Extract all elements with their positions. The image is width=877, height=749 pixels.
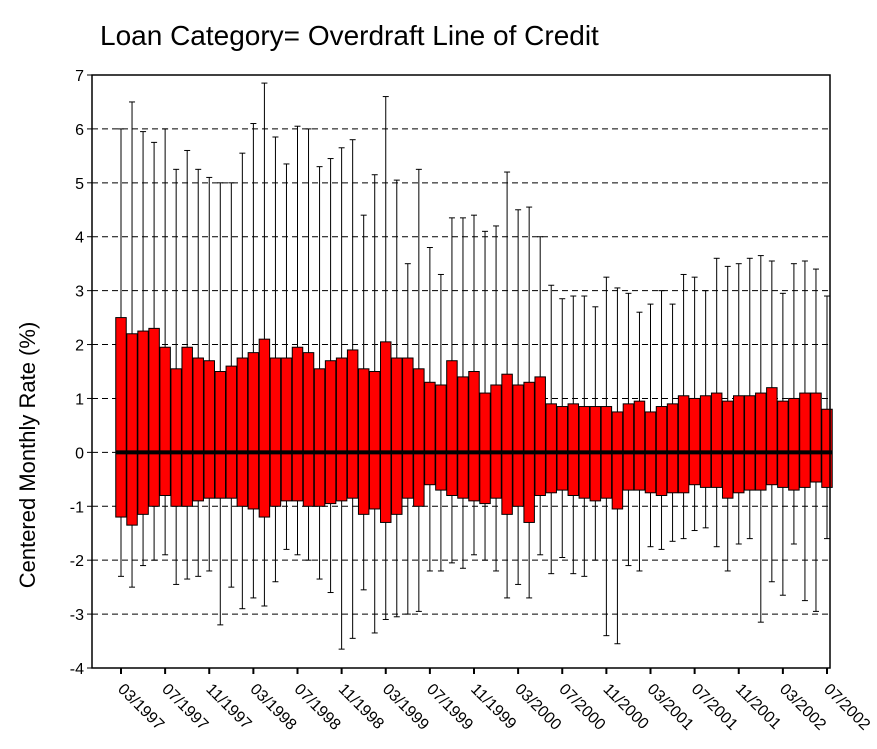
- box: [424, 381, 436, 486]
- box: [247, 352, 260, 510]
- y-tick-label: 6: [75, 122, 84, 139]
- box: [611, 411, 624, 510]
- y-axis-label: Centered Monthly Rate (%): [15, 322, 40, 589]
- box: [302, 352, 315, 507]
- box: [137, 330, 149, 515]
- chart-title: Loan Category= Overdraft Line of Credit: [100, 20, 599, 51]
- box: [457, 376, 469, 499]
- y-tick-label: 2: [75, 338, 84, 355]
- box: [677, 395, 690, 494]
- box: [236, 357, 249, 507]
- x-tick-label: 11/1999: [467, 681, 519, 733]
- x-tick-label: 07/1998: [291, 681, 344, 734]
- box: [721, 400, 734, 499]
- box: [490, 384, 502, 499]
- y-tick-label: 7: [75, 68, 84, 85]
- box: [413, 368, 425, 507]
- x-tick-label: 03/1998: [247, 681, 300, 734]
- box: [380, 341, 392, 523]
- x-tick-label: 07/2001: [688, 681, 741, 734]
- box: [402, 357, 414, 499]
- box: [777, 400, 789, 488]
- box: [512, 384, 524, 507]
- y-tick-label: -4: [70, 661, 84, 678]
- box: [203, 360, 215, 499]
- box: [821, 408, 833, 488]
- box: [545, 403, 557, 494]
- y-tick-label: 4: [75, 230, 84, 247]
- x-tick-label: 11/1998: [335, 681, 387, 733]
- box: [159, 346, 171, 496]
- x-tick-label: 11/2000: [600, 681, 652, 733]
- box: [766, 387, 778, 486]
- box: [733, 395, 745, 494]
- box: [744, 395, 756, 491]
- box: [170, 368, 182, 507]
- y-tick-label: 0: [75, 445, 84, 462]
- box: [567, 403, 580, 496]
- box: [214, 371, 227, 499]
- box: [126, 333, 138, 526]
- box: [391, 357, 403, 515]
- box: [755, 392, 767, 491]
- box: [710, 392, 723, 488]
- box: [699, 395, 712, 488]
- box: [633, 400, 646, 491]
- box: [357, 368, 370, 515]
- x-tick-label: 03/2002: [776, 681, 829, 734]
- x-tick-label: 03/2000: [511, 681, 564, 734]
- box: [313, 368, 326, 507]
- y-tick-label: 5: [75, 176, 84, 193]
- box: [269, 357, 282, 507]
- box: [799, 392, 811, 488]
- x-tick-label: 03/1997: [114, 681, 167, 734]
- box: [788, 397, 800, 491]
- y-tick-label: 1: [75, 391, 84, 408]
- plot-frame: [91, 74, 831, 669]
- x-tick-label: 11/1997: [202, 681, 254, 733]
- box: [192, 357, 204, 502]
- box: [468, 371, 480, 502]
- box: [556, 406, 568, 491]
- y-tick-label: -1: [70, 499, 84, 516]
- y-tick-label: -3: [70, 607, 84, 624]
- x-tick-label: 07/2000: [555, 681, 608, 734]
- y-tick-label: -2: [70, 553, 84, 570]
- box: [181, 346, 193, 507]
- x-tick-label: 07/1997: [158, 681, 211, 734]
- box: [622, 403, 635, 491]
- y-tick-label: 3: [75, 284, 84, 301]
- box: [258, 338, 271, 518]
- box: [225, 365, 238, 499]
- x-tick-label: 03/2001: [644, 681, 697, 734]
- box: [479, 392, 491, 505]
- box: [666, 403, 679, 494]
- box: [148, 327, 160, 507]
- box: [688, 397, 701, 486]
- x-tick-label: 11/2001: [732, 681, 784, 733]
- box: [115, 317, 127, 518]
- box: [291, 346, 304, 502]
- box: [810, 392, 822, 483]
- x-tick-label: 03/1999: [379, 681, 432, 734]
- box: [368, 371, 381, 510]
- box: [534, 376, 546, 496]
- box: [324, 360, 337, 505]
- box: [280, 357, 293, 502]
- box: [335, 357, 348, 502]
- x-tick-label: 07/2002: [820, 681, 873, 734]
- box: [435, 384, 447, 491]
- box: [446, 360, 458, 496]
- x-tick-label: 07/1999: [423, 681, 476, 734]
- box: [501, 373, 513, 515]
- box: [346, 349, 359, 499]
